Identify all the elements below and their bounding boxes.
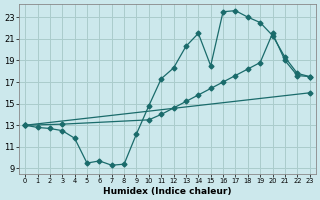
X-axis label: Humidex (Indice chaleur): Humidex (Indice chaleur)	[103, 187, 232, 196]
